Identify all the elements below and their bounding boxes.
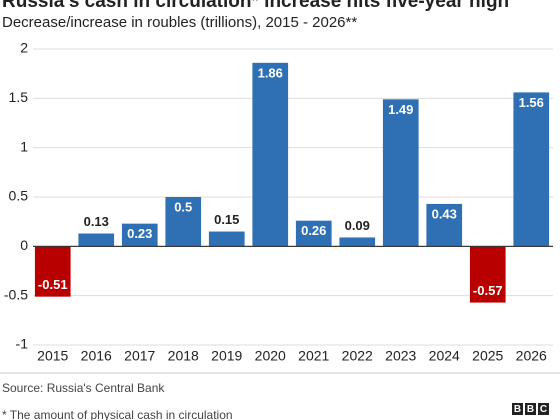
x-tick-label: 2019 (211, 348, 242, 364)
value-label: 0.13 (84, 214, 109, 229)
value-label: 0.5 (174, 199, 192, 214)
bar (78, 233, 115, 247)
bar (208, 231, 245, 247)
bar (34, 246, 71, 297)
x-tick-label: 2015 (37, 348, 68, 364)
x-tick-label: 2022 (342, 348, 373, 364)
bar (121, 223, 158, 247)
source: Source: Russia's Central Bank (2, 381, 165, 395)
bar (469, 246, 506, 303)
value-label: 0.15 (214, 212, 239, 227)
value-label: 1.49 (388, 102, 413, 117)
value-label: 0.26 (301, 223, 326, 238)
y-tick-label: 1 (20, 138, 28, 154)
value-label: 0.43 (432, 206, 457, 221)
bar (382, 99, 419, 247)
logo-letter: B (527, 404, 534, 415)
logo (512, 403, 549, 415)
x-tick-label: 2016 (81, 348, 112, 364)
y-tick-label: 0 (20, 237, 28, 253)
value-label: -0.57 (473, 283, 503, 298)
chart-title: Russia's cash in circulation* increase h… (2, 0, 509, 12)
bar (252, 62, 289, 247)
y-tick-label: -0.5 (4, 286, 28, 302)
value-label: 0.23 (127, 226, 152, 241)
x-tick-label: 2024 (429, 348, 460, 364)
x-tick-label: 2017 (124, 348, 155, 364)
chart-subtitle: Decrease/increase in roubles (trillions)… (2, 14, 357, 31)
x-tick-label: 2021 (298, 348, 329, 364)
x-tick-label: 2023 (385, 348, 416, 364)
bar (339, 237, 376, 247)
y-tick-label: 2 (20, 40, 28, 56)
y-tick-label: -1 (16, 336, 29, 352)
value-label: 1.56 (519, 95, 544, 110)
y-tick-label: 1.5 (9, 89, 29, 105)
x-tick-label: 2025 (472, 348, 503, 364)
y-tick-label: 0.5 (9, 188, 29, 204)
value-label: -0.51 (38, 277, 68, 292)
logo-letter: C (540, 404, 547, 415)
bar (295, 220, 332, 247)
bar (426, 203, 463, 247)
bar (513, 92, 550, 247)
x-tick-label: 2020 (255, 348, 286, 364)
logo-letter: B (514, 404, 521, 415)
x-tick-label: 2018 (168, 348, 199, 364)
value-label: 1.86 (258, 65, 283, 80)
footnote: * The amount of physical cash in circula… (2, 408, 233, 420)
bar (165, 197, 202, 247)
x-tick-label: 2026 (516, 348, 547, 364)
value-label: 0.09 (345, 218, 370, 233)
